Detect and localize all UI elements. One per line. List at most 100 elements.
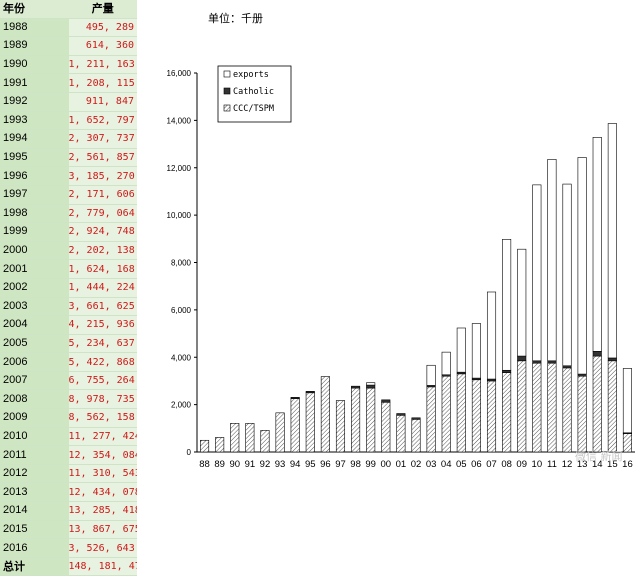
table-row: 2006 5, 422, 868 — [0, 352, 137, 372]
chart-bars: 88 89 90 91 92 93 94 95 96 97 98 99 00 01 02 03 04 05 06 07… — [199, 123, 633, 470]
bar-segment — [200, 439, 210, 453]
year-cell: 2009 — [0, 408, 69, 428]
x-tick-label: 91 — [245, 459, 256, 470]
bar-segment — [351, 387, 361, 453]
bar-segment — [471, 323, 481, 379]
value-cell: 11, 277, 424 — [68, 427, 137, 447]
bar-segment — [275, 412, 285, 453]
year-cell: 2000 — [0, 241, 69, 261]
bar-segment — [622, 433, 632, 453]
table-row: 1993 1, 652, 797 — [0, 111, 137, 131]
year-cell: 1989 — [0, 36, 69, 56]
value-cell: 1, 208, 115 — [68, 73, 137, 93]
bar-segment — [396, 414, 406, 453]
table-row: 2016 3, 526, 643 — [0, 538, 137, 558]
bar-segment — [532, 184, 542, 362]
bar-segment — [517, 248, 527, 357]
bar-segment — [592, 355, 602, 453]
year-cell: 1992 — [0, 92, 69, 112]
bar-segment — [577, 157, 587, 375]
value-cell: 2, 171, 606 — [68, 185, 137, 205]
year-cell: 1999 — [0, 222, 69, 242]
bar-segment — [215, 437, 225, 453]
x-tick-label: 03 — [426, 459, 437, 470]
table-row: 2011 12, 354, 084 — [0, 445, 137, 465]
table-body: 1988 495, 289 1989 614, 360 1990 1, 211, 163 1… — [0, 18, 137, 576]
year-cell: 2010 — [0, 427, 69, 447]
bar-segment — [562, 183, 572, 367]
bar-segment — [290, 398, 300, 453]
bar-segment — [396, 413, 406, 416]
value-cell: 12, 434, 078 — [68, 482, 137, 503]
table-row: 2007 6, 755, 264 — [0, 371, 137, 391]
bar-segment — [335, 400, 346, 453]
x-tick-label: 10 — [532, 459, 543, 470]
bar-segment — [411, 419, 421, 453]
year-cell: 2005 — [0, 334, 69, 354]
x-tick-label: 99 — [365, 459, 376, 470]
bar-segment — [502, 369, 512, 373]
x-tick-label: 08 — [501, 459, 512, 470]
bar-segment — [305, 391, 315, 394]
bar-segment — [366, 387, 376, 453]
x-tick-label: 16 — [622, 459, 633, 470]
table-row: 1999 2, 924, 748 — [0, 222, 137, 242]
year-cell: 1988 — [0, 18, 69, 38]
bar-segment — [547, 362, 557, 453]
table-row: 2008 8, 978, 735 — [0, 389, 137, 410]
bar-segment — [381, 401, 391, 453]
value-cell: 4, 215, 936 — [68, 315, 137, 335]
year-cell: 1993 — [0, 111, 69, 131]
bar-segment — [290, 397, 300, 400]
x-tick-label: 93 — [275, 459, 286, 470]
bar-segment — [592, 351, 602, 357]
value-cell: 12, 354, 084 — [68, 445, 137, 465]
bar-segment — [622, 368, 632, 434]
table-row: 1988 495, 289 — [0, 18, 137, 38]
bar-segment — [577, 375, 587, 453]
bar-segment — [366, 384, 376, 389]
bar-segment — [366, 382, 376, 386]
table-row: 1989 614, 360 — [0, 36, 137, 56]
bar-segment — [517, 360, 527, 453]
legend-label: exports — [233, 70, 269, 80]
x-tick-label: 11 — [547, 459, 557, 470]
year-cell: 2002 — [0, 278, 69, 298]
year-cell: 2001 — [0, 259, 69, 279]
x-tick-label: 96 — [320, 459, 331, 470]
bar-segment — [245, 423, 255, 453]
legend-swatch — [223, 104, 231, 112]
legend-label: CCC/TSPM — [233, 104, 274, 114]
y-tick-label: 6,000 — [171, 306, 192, 315]
bar-segment — [607, 360, 617, 453]
value-cell: 5, 234, 637 — [68, 334, 137, 354]
bar-segment — [607, 357, 617, 362]
table-row: 2013 12, 434, 078 — [0, 482, 137, 503]
bar-segment — [562, 365, 572, 369]
bar-segment — [456, 373, 466, 453]
year-cell: 1994 — [0, 129, 69, 149]
bar-segment — [607, 123, 617, 359]
value-cell: 5, 422, 868 — [68, 352, 137, 372]
table-row: 1998 2, 779, 064 — [0, 204, 137, 224]
year-cell: 2008 — [0, 389, 69, 410]
stacked-bar-chart: 0 2,000 4,000 6,000 8,000 10,000 12,000 14,000 1… — [167, 65, 635, 470]
value-cell: 2, 924, 748 — [68, 222, 137, 242]
year-cell: 1990 — [0, 55, 69, 75]
year-cell: 1998 — [0, 204, 69, 224]
bar-segment — [592, 137, 602, 352]
table-row: 1992 911, 847 — [0, 92, 137, 112]
bar-segment — [426, 386, 436, 453]
table-row: 2001 1, 624, 168 — [0, 259, 137, 279]
legend-swatch — [223, 70, 231, 78]
x-tick-label: 94 — [290, 459, 301, 470]
table-row: 1991 1, 208, 115 — [0, 73, 137, 93]
table-row: 1995 2, 561, 857 — [0, 148, 137, 168]
year-cell: 2011 — [0, 445, 69, 465]
y-tick-label: 8,000 — [171, 259, 192, 268]
value-cell: 8, 562, 158 — [68, 408, 137, 428]
table-row: 1996 3, 185, 270 — [0, 166, 137, 186]
bar-segment — [502, 372, 512, 453]
value-cell: 13, 285, 418 — [68, 501, 137, 521]
value-cell: 3, 526, 643 — [68, 538, 137, 558]
